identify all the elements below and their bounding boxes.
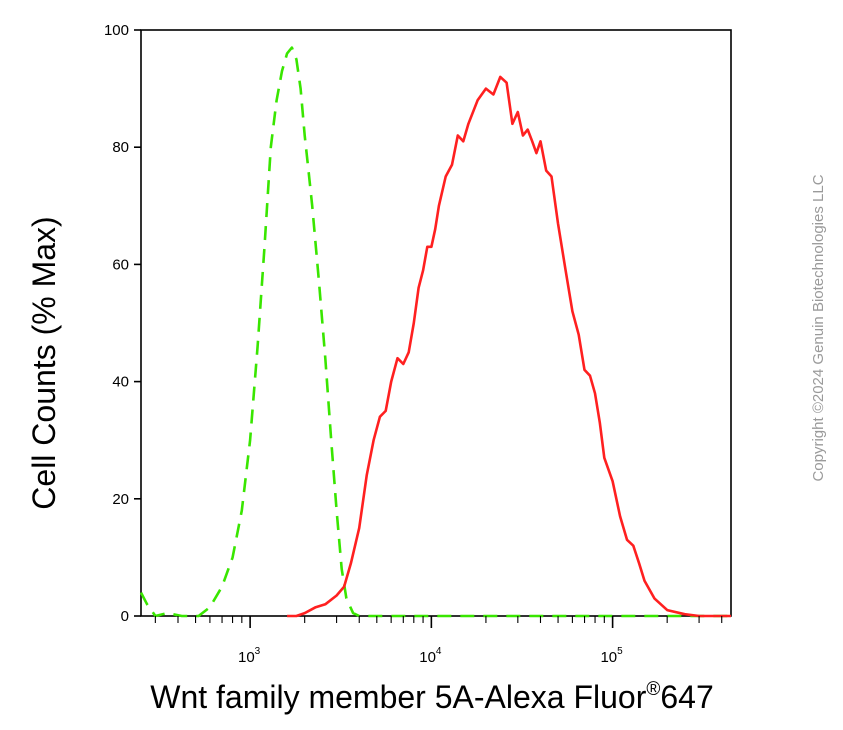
y-axis: 0 20 40 60 80 100 (104, 22, 141, 625)
copyright-watermark: Copyright ©2024 Genuin Biotechnologies L… (810, 174, 827, 481)
x-axis-title-suffix: 647 (660, 679, 713, 715)
x-axis-title-main: Wnt family member 5A-Alexa Fluor (150, 679, 646, 715)
plot-frame (140, 29, 732, 617)
y-tick-label: 20 (112, 491, 129, 508)
y-tick-label: 60 (112, 256, 129, 273)
isotype-control-curve (139, 46, 731, 618)
plot-area: 0 20 40 60 80 100 103 104 105 (104, 22, 732, 666)
series-layer (139, 46, 731, 618)
y-tick-label: 40 (112, 374, 129, 391)
sample-curve (287, 75, 731, 618)
x-axis-title: Wnt family member 5A-Alexa Fluor®647 (150, 679, 714, 715)
x-tick-label: 103 (238, 646, 261, 666)
x-tick-label: 105 (600, 646, 623, 666)
x-axis: 103 104 105 (154, 616, 723, 666)
x-axis-title-superscript: ® (646, 679, 660, 700)
x-tick-label: 104 (419, 646, 442, 666)
y-axis-title: Cell Counts (% Max) (26, 216, 62, 509)
y-tick-label: 0 (121, 608, 129, 625)
y-tick-label: 100 (104, 22, 129, 39)
y-tick-label: 80 (112, 139, 129, 156)
